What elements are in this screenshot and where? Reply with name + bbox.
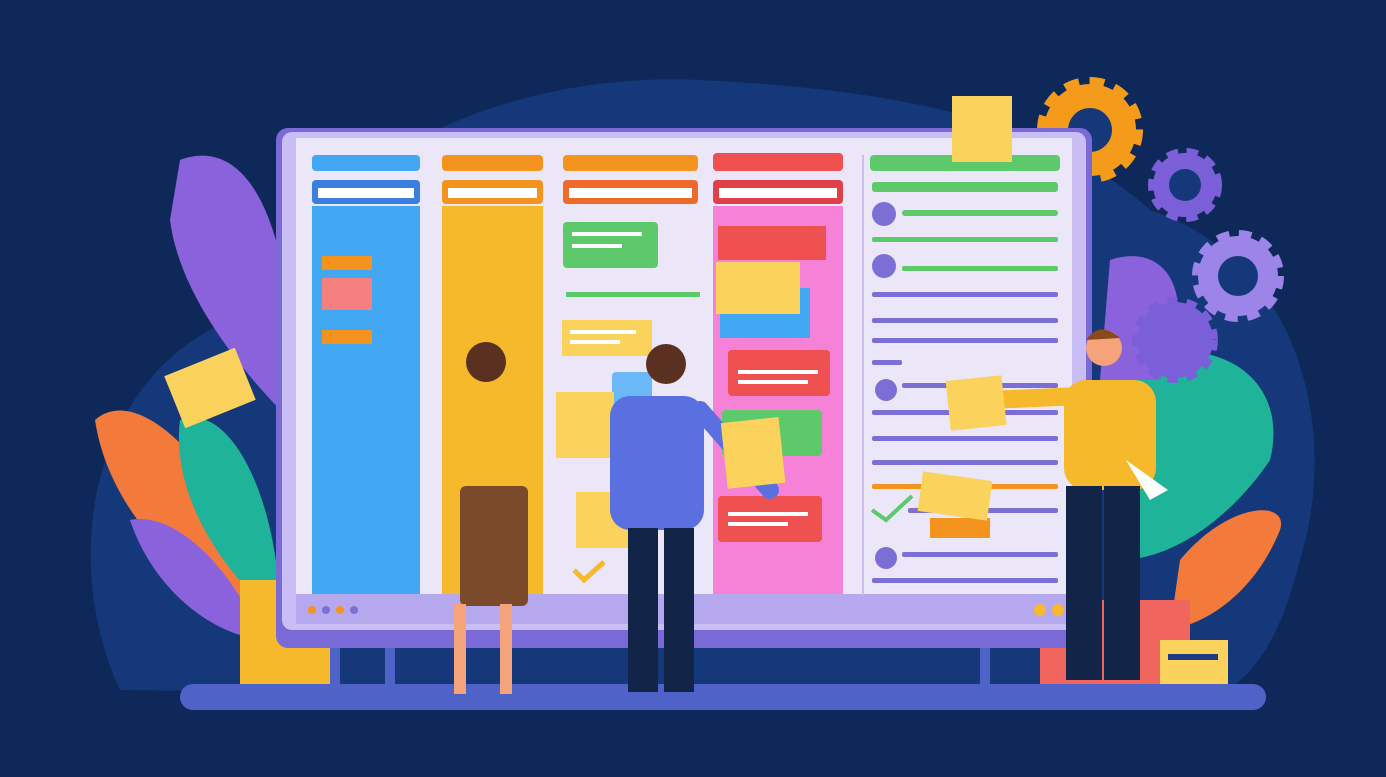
task-card	[718, 496, 822, 542]
board-stand-leg	[980, 640, 990, 690]
task-card	[322, 256, 372, 270]
board-stand-leg	[330, 640, 340, 690]
sticky-note-icon	[952, 96, 1012, 162]
floor	[180, 684, 1266, 710]
sticky-note-icon	[562, 320, 652, 356]
person-woman	[454, 342, 530, 694]
task-card	[322, 278, 372, 310]
sticky-note-icon	[945, 375, 1007, 431]
gear-icon	[1132, 297, 1218, 383]
sticky-note-icon	[917, 471, 993, 521]
column-list	[862, 155, 1060, 595]
sticky-note-icon	[556, 392, 614, 458]
gear-icon	[1192, 230, 1284, 322]
column-blue	[312, 155, 420, 594]
person-man-center	[610, 344, 786, 692]
task-card	[718, 226, 826, 260]
avatar-icon	[872, 202, 896, 226]
board-stand-leg	[385, 640, 395, 690]
sticky-note-icon	[720, 417, 786, 489]
avatar-icon	[875, 379, 897, 401]
checkmark-icon	[572, 560, 606, 584]
checkmark-icon	[870, 494, 914, 523]
task-card	[322, 330, 372, 344]
column-pink	[713, 153, 843, 594]
avatar-icon	[872, 254, 896, 278]
gear-icon	[1148, 148, 1222, 222]
sticky-note-icon	[164, 347, 256, 429]
avatar-icon	[875, 547, 897, 569]
person-man-right	[945, 329, 1168, 680]
sticky-note-icon	[716, 262, 800, 314]
